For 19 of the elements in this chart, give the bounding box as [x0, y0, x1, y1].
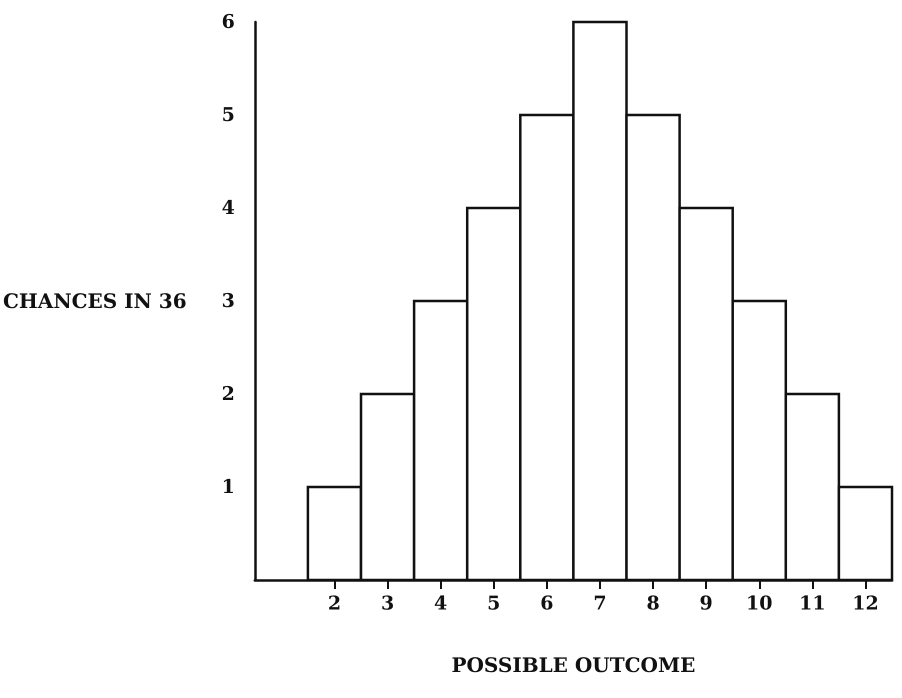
- y-tick-label: 5: [222, 104, 235, 126]
- x-tick-label: 4: [434, 592, 448, 614]
- x-tick-label: 9: [700, 592, 713, 614]
- x-tick-label: 6: [540, 592, 554, 614]
- x-tick-label: 10: [746, 592, 772, 614]
- y-tick-label: 3: [222, 290, 235, 312]
- y-tick-label: 2: [222, 383, 235, 405]
- x-tick-label: 2: [328, 592, 342, 614]
- x-tick-label: 12: [852, 592, 879, 614]
- y-tick-label: 1: [222, 476, 235, 498]
- y-tick-label: 4: [222, 197, 235, 219]
- y-axis-title: CHANCES IN 36: [2, 289, 187, 313]
- x-tick-label: 3: [380, 592, 394, 614]
- x-tick-label: 5: [487, 592, 500, 614]
- y-tick-label: 6: [222, 11, 235, 33]
- x-tick-label: 8: [646, 592, 660, 614]
- x-axis-title: POSSIBLE OUTCOME: [451, 653, 696, 677]
- x-tick-label: 7: [593, 592, 607, 614]
- x-tick-label: 11: [799, 592, 826, 614]
